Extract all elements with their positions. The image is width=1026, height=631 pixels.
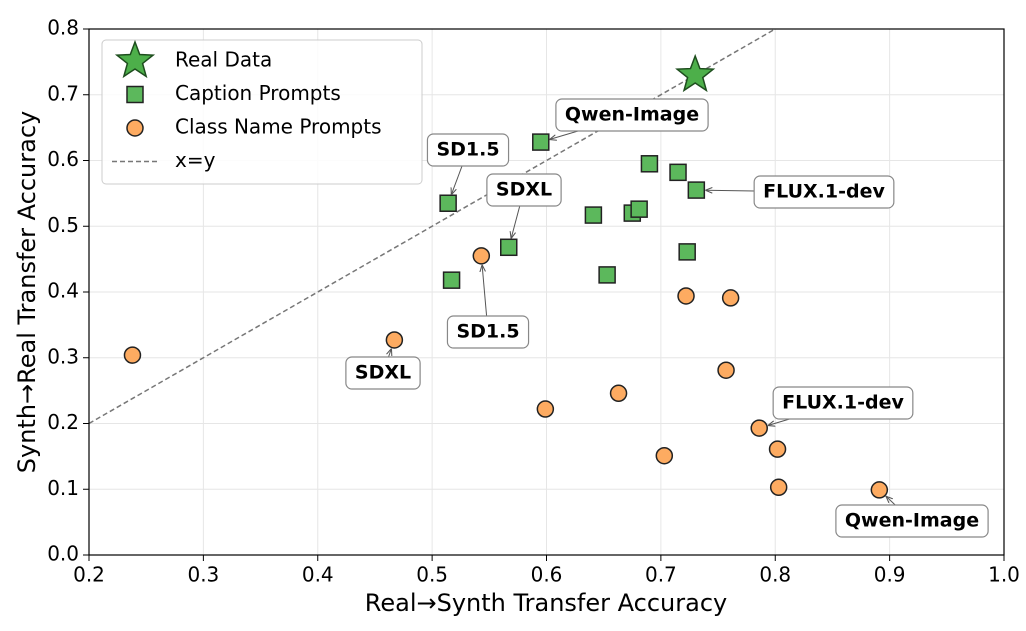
legend-label: Class Name Prompts	[175, 115, 382, 139]
square-marker	[630, 200, 648, 218]
annotation-label: SD1.5	[436, 139, 499, 161]
annotation-label: SD1.5	[456, 321, 519, 343]
legend-label: Caption Prompts	[175, 81, 341, 105]
square-marker	[500, 238, 518, 257]
square-marker	[584, 206, 603, 224]
circle-marker	[655, 446, 674, 465]
y-axis-label: Synth→Real Transfer Accuracy	[13, 111, 41, 473]
circle-marker	[768, 440, 787, 458]
square-marker	[640, 155, 659, 173]
circle-marker	[870, 481, 889, 499]
star-marker	[114, 39, 156, 79]
x-tick-label: 1.0	[988, 563, 1020, 587]
annotation-box	[426, 133, 510, 167]
circle-marker	[677, 287, 695, 305]
square-marker	[669, 163, 687, 182]
y-tick-label: 0.0	[47, 542, 79, 566]
x-tick-label: 0.7	[645, 563, 677, 587]
x-tick-label: 0.2	[73, 563, 105, 587]
x-tick-label: 0.5	[416, 563, 448, 587]
y-tick-label: 0.4	[47, 279, 79, 303]
circle-marker	[472, 247, 491, 265]
legend-label: x=y	[175, 148, 216, 172]
annotation-box	[555, 98, 709, 132]
y-tick-label: 0.5	[47, 213, 79, 237]
circle-marker	[721, 289, 740, 307]
reference-line	[89, 29, 776, 425]
y-tick-label: 0.2	[47, 410, 79, 434]
annotation-label: SDXL	[355, 362, 411, 384]
x-tick-label: 0.4	[302, 563, 334, 587]
plot-frame	[88, 28, 1005, 556]
square-marker	[687, 181, 706, 199]
annotation-label: FLUX.1-dev	[782, 392, 904, 414]
legend-label: Real Data	[175, 48, 272, 72]
square-marker	[598, 266, 616, 284]
annotation-box	[446, 315, 530, 349]
square-marker	[442, 271, 461, 289]
y-tick-label: 0.8	[47, 16, 79, 40]
x-tick-label: 0.6	[531, 563, 563, 587]
star-marker	[675, 53, 716, 93]
x-axis-label: Real→Synth Transfer Accuracy	[365, 589, 727, 617]
annotation-box	[753, 175, 895, 209]
square-marker	[532, 133, 550, 151]
annotation-label: Qwen-Image	[565, 104, 699, 126]
square-marker	[439, 194, 457, 212]
annotation-label: Qwen-Image	[845, 510, 979, 532]
legend: Real Data Caption Prompts Class Name Promp…	[101, 39, 423, 185]
circle-marker	[385, 331, 404, 349]
y-tick-label: 0.1	[47, 476, 79, 500]
square-marker	[678, 243, 696, 261]
circle-marker	[769, 478, 788, 497]
x-tick-label: 0.9	[874, 563, 906, 587]
plot-area	[89, 29, 889, 499]
y-tick-label: 0.6	[47, 147, 79, 171]
annotation-box	[772, 386, 914, 420]
circle-marker	[536, 400, 555, 418]
x-tick-label: 0.3	[187, 563, 219, 587]
y-tick-label: 0.3	[47, 344, 79, 368]
circle-marker	[126, 119, 144, 137]
annotations: Qwen-Image SD1.5 SDXL FLUX.1-dev SD1.5 SDXL FL…	[345, 98, 989, 538]
annotation-label: FLUX.1-dev	[763, 181, 885, 203]
annotation-label: SDXL	[496, 179, 552, 201]
annotation-box	[835, 504, 989, 538]
square-marker	[126, 85, 144, 104]
x-tick-label: 0.8	[759, 563, 791, 587]
circle-marker	[609, 384, 628, 403]
circle-marker	[750, 419, 768, 437]
annotation-box	[345, 356, 421, 390]
y-tick-label: 0.7	[47, 81, 79, 105]
annotation-box	[486, 173, 562, 207]
legend-box	[101, 39, 423, 185]
circle-marker	[717, 361, 735, 379]
circle-marker	[123, 346, 142, 364]
